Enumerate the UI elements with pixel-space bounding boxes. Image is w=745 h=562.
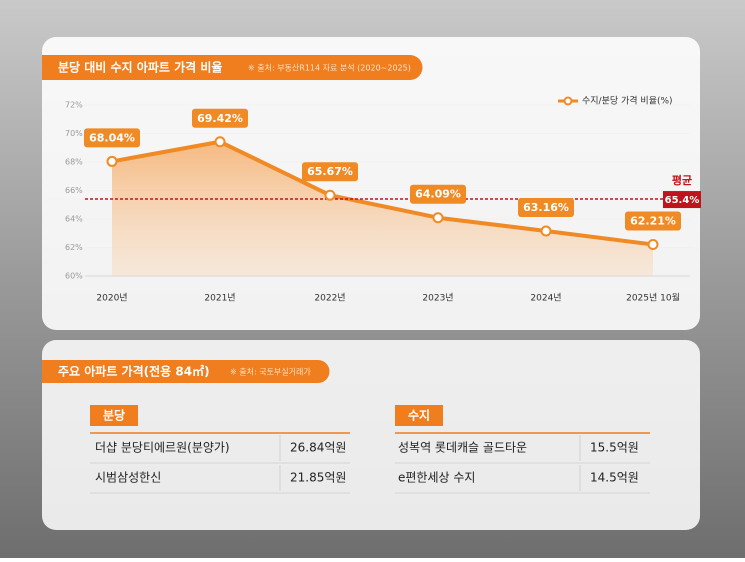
value-label: 69.42% xyxy=(197,112,243,125)
value-label: 65.67% xyxy=(307,165,353,178)
apartment-name: 시범삼성한신 xyxy=(95,471,161,485)
value-label: 63.16% xyxy=(523,201,569,214)
group-name: 분당 xyxy=(103,408,125,423)
x-tick-label: 2020년 xyxy=(96,293,127,304)
y-tick-label: 60% xyxy=(65,272,83,281)
apartment-price: 26.84억원 xyxy=(290,441,346,455)
chart-title: 분당 대비 수지 아파트 가격 비율 xyxy=(58,60,222,75)
value-label: 62.21% xyxy=(630,215,676,228)
apartment-name: 성복역 롯데캐슬 골드타운 xyxy=(398,441,527,455)
value-label: 64.09% xyxy=(415,188,461,201)
x-tick-label: 2021년 xyxy=(204,293,235,304)
x-tick-label: 2023년 xyxy=(422,293,453,304)
table-source: ※ 출처: 국토부실거래가 xyxy=(230,367,311,377)
x-tick-label: 2025년 10월 xyxy=(626,292,680,304)
y-tick-label: 68% xyxy=(65,158,83,167)
chart-header xyxy=(42,55,423,80)
value-label: 68.04% xyxy=(89,131,135,144)
y-tick-label: 62% xyxy=(65,243,83,252)
group-name: 수지 xyxy=(408,408,430,423)
point xyxy=(106,155,118,167)
y-tick-label: 72% xyxy=(65,101,83,110)
average-box xyxy=(663,191,701,209)
y-tick-label: 64% xyxy=(65,215,83,224)
chart-source: ※ 출처: 부동산R114 자료 분석 (2020~2025) xyxy=(248,63,411,73)
apartment-name: 더샵 분당티에르원(분양가) xyxy=(95,441,230,455)
table-title: 주요 아파트 가격(전용 84㎡) xyxy=(58,364,210,379)
y-tick-label: 66% xyxy=(65,186,83,195)
group-tag xyxy=(395,405,443,426)
group-tag xyxy=(90,405,138,426)
table-card xyxy=(42,340,700,530)
area xyxy=(112,141,653,276)
table-header xyxy=(42,360,330,383)
value-label-box xyxy=(410,184,466,204)
value-label-box xyxy=(625,211,681,231)
chart: 60% 62% 64% 66% 68% 70% 72% 2020년 2021년 2022년 2023… xyxy=(65,95,701,304)
point xyxy=(214,136,226,148)
apartment-price: 21.85억원 xyxy=(290,471,346,485)
legend-marker xyxy=(563,96,573,106)
point xyxy=(647,239,659,251)
line xyxy=(111,139,654,247)
value-label-box xyxy=(84,128,140,148)
average-label: 평균 xyxy=(672,173,692,187)
y-tick-label: 70% xyxy=(65,129,83,138)
point xyxy=(540,225,552,237)
x-tick-label: 2022년 xyxy=(314,293,345,304)
apartment-price: 15.5억원 xyxy=(590,441,639,455)
apartment-name: e편한세상 수지 xyxy=(398,471,475,485)
average-value: 65.4% xyxy=(665,195,700,206)
x-tick-label: 2024년 xyxy=(530,293,561,304)
value-label-box xyxy=(192,108,248,128)
legend-label: 수지/분당 가격 비율(%) xyxy=(582,95,673,107)
point xyxy=(432,212,444,224)
point xyxy=(324,189,336,201)
value-label-box xyxy=(302,162,358,182)
apartment-price: 14.5억원 xyxy=(590,471,639,485)
value-label-box xyxy=(518,197,574,217)
